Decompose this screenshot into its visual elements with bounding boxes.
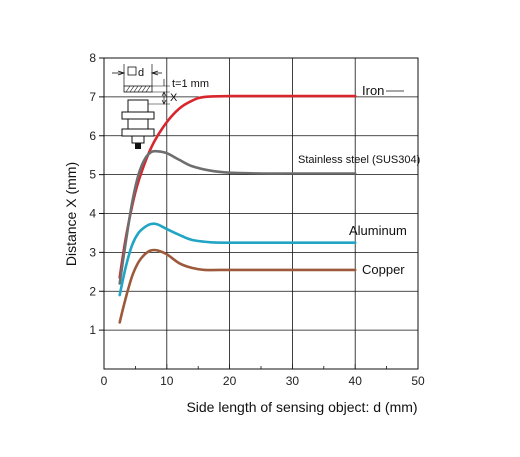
x-tick-label: 50 xyxy=(411,374,425,388)
y-tick-label: 7 xyxy=(89,90,96,104)
series-line-aluminum xyxy=(118,222,357,297)
series-label-iron: Iron xyxy=(362,83,384,98)
x-tick-label: 40 xyxy=(349,374,363,388)
series-labels: Iron Stainless steel (SUS304) Aluminum Copp… xyxy=(298,83,420,277)
x-axis-title: Side length of sensing object: d (mm) xyxy=(186,399,417,415)
y-tick-label: 2 xyxy=(89,284,96,298)
inset-d-label: d xyxy=(138,67,144,79)
x-tick-label: 10 xyxy=(160,374,174,388)
x-tick-label: 20 xyxy=(223,374,237,388)
x-tick-label: 30 xyxy=(286,374,300,388)
y-tick-label: 1 xyxy=(89,323,96,337)
series-line-copper xyxy=(118,248,357,324)
inset-x-label: X xyxy=(170,92,178,104)
series-lines xyxy=(118,94,357,324)
sensor-diagram: d t=1 mm X xyxy=(112,64,209,149)
x-tick-label: 0 xyxy=(101,374,108,388)
y-tick-label: 5 xyxy=(89,168,96,182)
y-tick-label: 6 xyxy=(89,129,96,143)
x-tick-labels: 0 10 20 30 40 50 xyxy=(101,374,425,388)
series-label-aluminum: Aluminum xyxy=(349,223,407,238)
y-tick-label: 8 xyxy=(89,51,96,65)
y-tick-label: 4 xyxy=(89,207,96,221)
y-axis-title: Distance X (mm) xyxy=(63,162,79,266)
y-tick-label: 3 xyxy=(89,245,96,259)
series-line-stainless-steel xyxy=(118,149,357,285)
y-tick-labels: 1 2 3 4 5 6 7 8 xyxy=(89,51,96,337)
inset-t-label: t=1 mm xyxy=(172,78,209,90)
series-label-stainless-steel: Stainless steel (SUS304) xyxy=(298,154,420,166)
series-label-copper: Copper xyxy=(362,262,405,277)
